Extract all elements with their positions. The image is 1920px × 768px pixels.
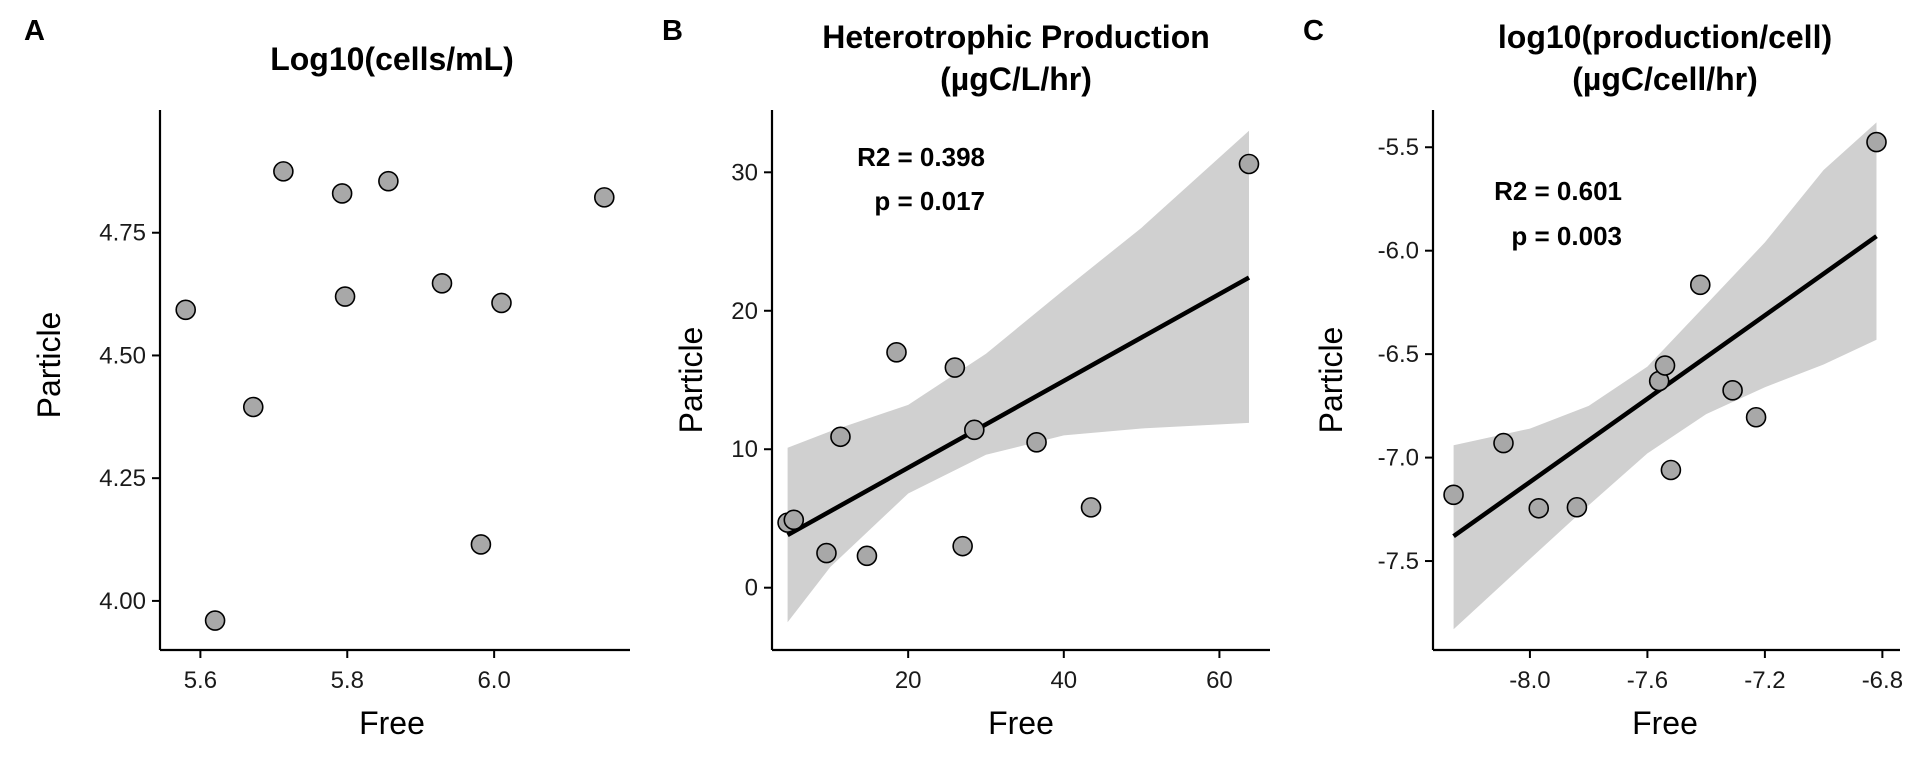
data-point <box>830 426 851 448</box>
chart-title-line-2: (µgC/cell/hr) <box>1572 61 1758 97</box>
data-point <box>944 357 966 378</box>
data-point <box>1528 497 1550 519</box>
data-point <box>334 286 356 307</box>
fit-line-layer <box>786 275 1251 538</box>
x-tick-label: 40 <box>1050 667 1077 694</box>
y-axis-label: Particle <box>673 327 709 434</box>
data-point <box>593 187 615 208</box>
axes: 20 40 60 0 10 20 30 <box>731 110 1270 694</box>
axes: -8.0 -7.6 -7.2 -6.8 -7.5 -7.0 -6.5 -6.0 -5.5 <box>1378 110 1903 694</box>
y-axis-label: Particle <box>31 312 67 419</box>
y-tick-label: 20 <box>731 298 758 325</box>
x-tick-label: -7.2 <box>1744 667 1785 694</box>
panel-c: C log10(production/cell) (µgC/cell/hr) -… <box>1303 15 1903 741</box>
p-value-annotation: p = 0.003 <box>1511 221 1622 251</box>
y-tick-label: 4.25 <box>99 465 146 492</box>
points-layer <box>777 153 1260 567</box>
x-axis-label: Free <box>1632 705 1698 741</box>
data-point <box>952 535 973 557</box>
panel-b: B Heterotrophic Production (µgC/L/hr) 20… <box>662 15 1270 741</box>
y-tick-label: -7.5 <box>1378 548 1419 575</box>
data-point <box>1689 274 1711 296</box>
points-layer <box>175 161 615 631</box>
chart-title-line-1: log10(production/cell) <box>1498 19 1832 55</box>
y-tick-label: 0 <box>745 575 758 602</box>
x-tick-label: 5.8 <box>331 667 364 694</box>
data-point <box>175 299 197 321</box>
data-point <box>1866 131 1887 153</box>
x-tick-label: -6.8 <box>1862 667 1903 694</box>
data-point <box>431 272 453 294</box>
data-point <box>1238 153 1260 175</box>
chart-title-line-1: Log10(cells/mL) <box>270 41 514 77</box>
x-tick-label: 20 <box>895 667 922 694</box>
chart-title-line-2: (µgC/L/hr) <box>940 61 1092 97</box>
y-tick-label: 30 <box>731 159 758 186</box>
data-point <box>1080 497 1102 518</box>
data-point <box>331 183 353 204</box>
y-axis-label: Particle <box>1313 327 1349 434</box>
y-tick-label: -7.0 <box>1378 445 1419 472</box>
data-point <box>1654 355 1676 376</box>
data-point <box>783 509 805 531</box>
axes: 5.6 5.8 6.0 4.00 4.25 4.50 4.75 <box>99 110 630 694</box>
p-value-annotation: p = 0.017 <box>874 186 985 216</box>
y-tick-label: -6.0 <box>1378 238 1419 265</box>
panel-letter: B <box>662 15 683 47</box>
r2-annotation: R2 = 0.601 <box>1494 176 1622 206</box>
confidence-band <box>787 130 1249 623</box>
data-point <box>242 396 264 418</box>
data-point <box>1660 459 1682 481</box>
data-point <box>1722 380 1743 401</box>
data-point <box>491 292 512 314</box>
panel-letter: C <box>1303 15 1324 47</box>
data-point <box>1493 432 1514 454</box>
panel-letter: A <box>24 15 45 47</box>
y-tick-label: -5.5 <box>1378 134 1419 161</box>
data-point <box>470 534 492 555</box>
data-point <box>816 542 837 564</box>
regression-line <box>786 275 1251 538</box>
data-point <box>856 545 878 567</box>
data-point <box>378 170 399 192</box>
y-tick-label: 4.75 <box>99 220 146 247</box>
x-tick-label: 60 <box>1206 667 1233 694</box>
x-axis-label: Free <box>988 705 1054 741</box>
y-tick-label: 10 <box>731 436 758 463</box>
x-tick-label: 6.0 <box>477 667 510 694</box>
x-tick-label: -8.0 <box>1509 667 1550 694</box>
data-point <box>204 610 226 631</box>
data-point <box>1745 406 1767 428</box>
confidence-band-layer <box>787 130 1249 623</box>
data-point <box>273 161 294 182</box>
data-point <box>964 419 985 441</box>
y-tick-label: -6.5 <box>1378 341 1419 368</box>
points-layer <box>1443 131 1887 519</box>
x-axis-label: Free <box>359 705 425 741</box>
panel-a: A Log10(cells/mL) 5.6 5.8 6.0 4.00 4.25 4.50 4… <box>24 15 630 741</box>
x-tick-label: 5.6 <box>184 667 217 694</box>
data-point <box>1443 484 1464 506</box>
data-point <box>1566 496 1588 518</box>
chart-title-line-1: Heterotrophic Production <box>822 19 1210 55</box>
r2-annotation: R2 = 0.398 <box>857 142 985 172</box>
x-tick-label: -7.6 <box>1627 667 1668 694</box>
y-tick-label: 4.50 <box>99 342 146 369</box>
y-tick-label: 4.00 <box>99 588 146 615</box>
data-point <box>1026 432 1047 453</box>
data-point <box>886 342 907 363</box>
